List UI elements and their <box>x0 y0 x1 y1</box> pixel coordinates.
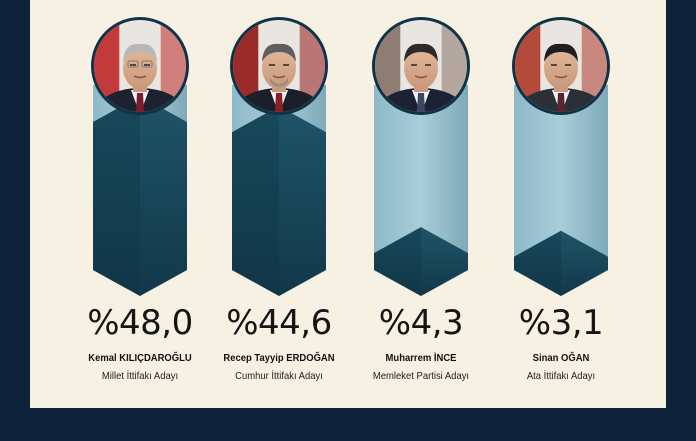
candidate-last-name: OĞAN <box>561 352 590 364</box>
candidate-first-name: Muharrem <box>385 352 432 364</box>
bar-1 <box>93 96 187 296</box>
candidate-last-name: KILIÇDAROĞLU <box>119 352 192 364</box>
bar-facet-1 <box>93 96 140 296</box>
candidate-last-name: ERDOĞAN <box>286 352 335 364</box>
candidate-alliance-3: Memleket Partisi Adayı <box>372 370 470 382</box>
candidate-photo-2 <box>230 17 328 115</box>
candidate-name-1: Kemal KILIÇDAROĞLU <box>68 352 212 364</box>
candidate-last-name: İNCE <box>433 352 457 364</box>
bar-4 <box>514 230 608 296</box>
candidate-first-name: Recep Tayyip <box>223 352 284 364</box>
percent-label-3: %4,3 <box>378 303 464 343</box>
bar-background-4 <box>514 85 608 296</box>
percent-label-2: %44,6 <box>226 303 332 343</box>
bar-facet-4 <box>514 230 561 296</box>
candidate-alliance-4: Ata İttifakı Adayı <box>526 370 596 382</box>
candidate-name-4: Sinan OĞAN <box>489 352 633 364</box>
percent-label-1: %48,0 <box>87 303 193 343</box>
percent-label-4: %3,1 <box>518 303 604 343</box>
candidate-name-3: Muharrem İNCE <box>349 352 493 364</box>
candidate-name-2: Recep Tayyip ERDOĞAN <box>207 352 351 364</box>
bar-facet-2 <box>232 106 279 296</box>
candidate-photo-1 <box>91 17 189 115</box>
candidate-photo-3 <box>372 17 470 115</box>
candidate-alliance-1: Millet İttifakı Adayı <box>101 370 179 382</box>
candidate-photo-4 <box>512 17 610 115</box>
candidate-first-name: Kemal <box>88 352 117 364</box>
candidate-first-name: Sinan <box>532 352 559 364</box>
bar-2 <box>232 106 326 296</box>
bar-3 <box>374 227 468 296</box>
candidate-alliance-2: Cumhur İttifakı Adayı <box>235 370 323 382</box>
bar-facet-3 <box>374 227 421 296</box>
